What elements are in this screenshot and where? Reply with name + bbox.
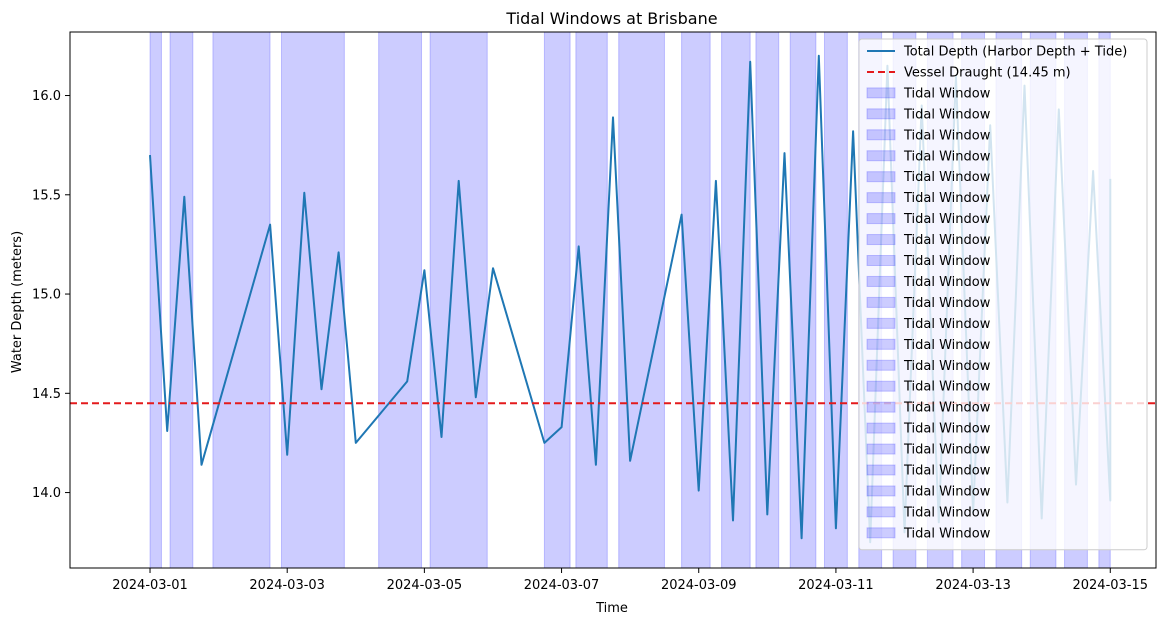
legend-label-vessel-draught: Vessel Draught (14.45 m)	[904, 65, 1071, 80]
legend-handle-tidal-window-18	[867, 444, 895, 454]
legend-label-tidal-window-7: Tidal Window	[903, 212, 991, 227]
y-tick-label-2: 14.5	[32, 387, 61, 402]
legend-label-tidal-window-5: Tidal Window	[903, 170, 991, 185]
tidal-window-span-3	[213, 32, 270, 568]
legend-label-total-depth: Total Depth (Harbor Depth + Tide)	[903, 45, 1127, 60]
legend-handle-tidal-window-22	[867, 528, 895, 538]
legend-label-tidal-window-21: Tidal Window	[903, 505, 991, 520]
legend-label-tidal-window-10: Tidal Window	[903, 275, 991, 290]
legend-label-tidal-window-20: Tidal Window	[903, 484, 991, 499]
x-tick-label-1: 2024-03-01	[112, 578, 188, 593]
legend-handle-tidal-window-12	[867, 318, 895, 328]
tidal-window-span-9	[619, 32, 665, 568]
tidal-window-span-10	[682, 32, 711, 568]
legend-handle-tidal-window-4	[867, 151, 895, 161]
legend-handle-tidal-window-6	[867, 193, 895, 203]
legend-handle-tidal-window-9	[867, 256, 895, 266]
legend-handle-tidal-window-19	[867, 465, 895, 475]
legend-label-tidal-window-3: Tidal Window	[903, 128, 991, 143]
legend-label-tidal-window-1: Tidal Window	[903, 86, 991, 101]
legend-handle-tidal-window-13	[867, 339, 895, 349]
legend-label-tidal-window-12: Tidal Window	[903, 317, 991, 332]
y-tick-label-1: 14.0	[32, 486, 61, 501]
legend-label-tidal-window-9: Tidal Window	[903, 254, 991, 269]
legend-label-tidal-window-11: Tidal Window	[903, 296, 991, 311]
legend-box	[859, 39, 1147, 550]
x-tick-label-4: 2024-03-07	[524, 578, 600, 593]
legend-handle-tidal-window-17	[867, 423, 895, 433]
x-tick-label-7: 2024-03-13	[935, 578, 1011, 593]
legend-label-tidal-window-22: Tidal Window	[903, 526, 991, 541]
y-tick-label-4: 15.5	[32, 188, 61, 203]
legend-handle-tidal-window-7	[867, 214, 895, 224]
x-axis-label: Time	[595, 601, 628, 616]
tidal-window-span-8	[576, 32, 607, 568]
legend-label-tidal-window-14: Tidal Window	[903, 359, 991, 374]
legend-handle-tidal-window-11	[867, 297, 895, 307]
legend-handle-tidal-window-16	[867, 402, 895, 412]
x-tick-label-8: 2024-03-15	[1072, 578, 1148, 593]
legend-label-tidal-window-2: Tidal Window	[903, 107, 991, 122]
legend: Total Depth (Harbor Depth + Tide) Vessel …	[859, 39, 1147, 550]
legend-label-tidal-window-16: Tidal Window	[903, 401, 991, 416]
legend-label-tidal-window-4: Tidal Window	[903, 149, 991, 164]
legend-handle-tidal-window-1	[867, 88, 895, 98]
legend-handle-tidal-window-5	[867, 172, 895, 182]
legend-handle-tidal-window-10	[867, 276, 895, 286]
tidal-window-span-5	[379, 32, 422, 568]
legend-handle-tidal-window-15	[867, 381, 895, 391]
x-tick-label-2: 2024-03-03	[249, 578, 325, 593]
legend-handle-tidal-window-14	[867, 360, 895, 370]
legend-handle-tidal-window-21	[867, 507, 895, 517]
x-tick-label-3: 2024-03-05	[387, 578, 463, 593]
legend-label-tidal-window-15: Tidal Window	[903, 380, 991, 395]
legend-label-tidal-window-17: Tidal Window	[903, 422, 991, 437]
y-tick-label-3: 15.0	[32, 288, 61, 303]
legend-label-tidal-window-19: Tidal Window	[903, 464, 991, 479]
chart-title: Tidal Windows at Brisbane	[505, 9, 717, 28]
legend-label-tidal-window-18: Tidal Window	[903, 443, 991, 458]
tidal-window-span-2	[170, 32, 193, 568]
y-axis-label: Water Depth (meters)	[10, 231, 25, 373]
tidal-window-span-11	[722, 32, 751, 568]
legend-handle-tidal-window-8	[867, 235, 895, 245]
legend-label-tidal-window-6: Tidal Window	[903, 191, 991, 206]
legend-handle-tidal-window-3	[867, 130, 895, 140]
tidal-window-span-6	[430, 32, 487, 568]
x-tick-label-6: 2024-03-11	[798, 578, 874, 593]
legend-handle-tidal-window-20	[867, 486, 895, 496]
tidal-window-span-7	[544, 32, 570, 568]
x-tick-label-5: 2024-03-09	[661, 578, 737, 593]
legend-label-tidal-window-13: Tidal Window	[903, 338, 991, 353]
legend-handle-tidal-window-2	[867, 109, 895, 119]
y-tick-label-5: 16.0	[32, 89, 61, 104]
legend-label-tidal-window-8: Tidal Window	[903, 233, 991, 248]
